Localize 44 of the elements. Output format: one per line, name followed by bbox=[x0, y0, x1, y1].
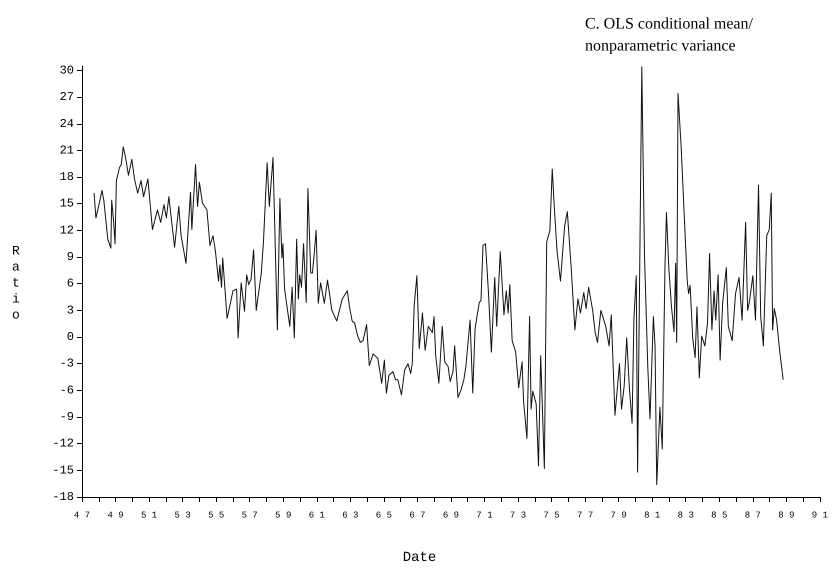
y-tick-label: 18 bbox=[60, 170, 74, 184]
x-tick-label: 5 7 bbox=[242, 510, 258, 520]
x-tick-label: 4 7 bbox=[74, 510, 90, 520]
y-tick-label: 0 bbox=[66, 330, 74, 344]
x-tick-label: 8 1 bbox=[644, 510, 660, 520]
x-tick-label: 7 3 bbox=[510, 510, 526, 520]
y-tick-label: -9 bbox=[60, 410, 74, 424]
x-axis-title: Date bbox=[402, 550, 436, 566]
y-tick-label: 12 bbox=[60, 223, 74, 238]
y-tick-label: -6 bbox=[60, 383, 74, 398]
y-tick-label: 30 bbox=[60, 63, 74, 78]
y-tick-label: 15 bbox=[60, 196, 74, 211]
y-axis-title: Ratio bbox=[12, 244, 20, 322]
x-tick-label: 8 5 bbox=[711, 510, 728, 520]
x-tick-label: 5 1 bbox=[140, 510, 158, 520]
y-tick-label: -15 bbox=[52, 463, 74, 478]
y-tick-label: 24 bbox=[60, 116, 74, 131]
y-tick-label: 27 bbox=[60, 90, 74, 104]
x-tick-label: 8 9 bbox=[778, 510, 794, 520]
x-tick-label: 7 1 bbox=[476, 510, 493, 520]
x-tick-label: 6 3 bbox=[342, 510, 358, 520]
x-tick-label: 7 9 bbox=[610, 510, 627, 520]
x-tick-label: 5 5 bbox=[208, 510, 224, 520]
y-tick-label: 3 bbox=[66, 303, 74, 318]
y-tick-label: -3 bbox=[60, 356, 74, 371]
x-tick-label: 7 5 bbox=[543, 510, 560, 520]
y-tick-label: 21 bbox=[60, 143, 74, 158]
x-tick-label: 6 9 bbox=[442, 510, 460, 520]
x-tick-label: 8 7 bbox=[744, 510, 761, 520]
x-tick-label: 5 9 bbox=[275, 510, 292, 520]
x-tick-label: 5 3 bbox=[174, 510, 191, 520]
x-tick-label: 6 7 bbox=[409, 510, 426, 520]
y-tick-label: -12 bbox=[52, 436, 74, 451]
y-tick-label: 6 bbox=[66, 276, 74, 291]
x-tick-label: 6 5 bbox=[376, 510, 392, 520]
x-tick-label: 6 1 bbox=[308, 510, 325, 520]
y-tick-label: -18 bbox=[52, 490, 74, 504]
chart-title: C. OLS conditional mean/ nonparametric variance bbox=[585, 16, 757, 54]
x-tick-label: 9 1 bbox=[812, 510, 828, 520]
x-tick-label: 4 9 bbox=[107, 510, 124, 520]
line-series bbox=[94, 66, 784, 486]
y-tick-label: 9 bbox=[66, 250, 74, 264]
x-tick-label: 8 3 bbox=[678, 510, 694, 520]
x-tick-label: 7 7 bbox=[577, 510, 594, 520]
